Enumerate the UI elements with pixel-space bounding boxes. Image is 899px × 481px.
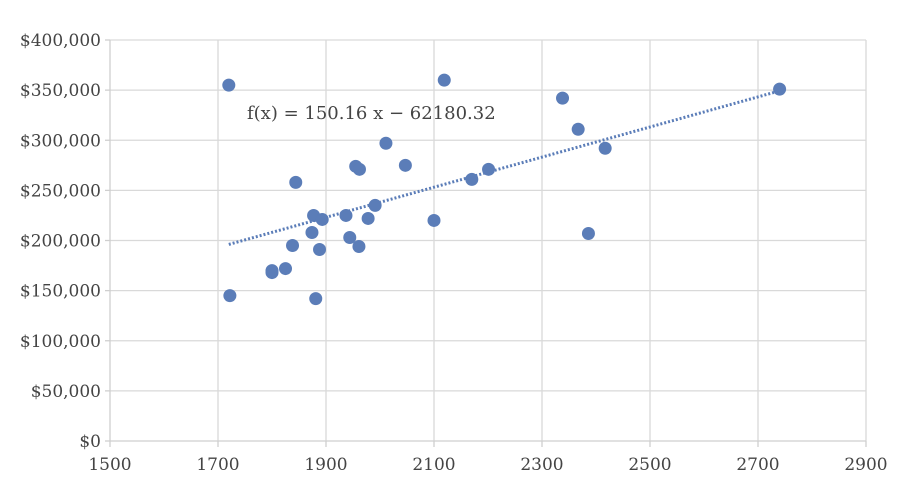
data-point [482, 162, 496, 176]
x-tick-label: 1500 [88, 455, 131, 475]
data-point [286, 239, 300, 253]
data-point [361, 211, 375, 225]
data-point [398, 158, 412, 172]
data-point [352, 240, 366, 254]
data-point [223, 289, 237, 303]
x-axis-tick-labels: 1500 1700 1900 2100 2300 2500 2700 2900 [88, 455, 887, 475]
y-tick-label: $200,000 [20, 232, 101, 252]
data-point [352, 162, 366, 176]
y-tick-label: $400,000 [20, 31, 101, 51]
data-point [313, 243, 327, 257]
axes [105, 39, 867, 447]
data-point [465, 172, 479, 186]
data-point [289, 175, 303, 189]
x-tick-label: 1900 [304, 455, 347, 475]
data-point [339, 208, 353, 222]
x-tick-label: 2700 [736, 455, 779, 475]
y-tick-label: $250,000 [20, 181, 101, 201]
x-tick-label: 2100 [412, 455, 455, 475]
data-point [222, 78, 236, 92]
data-point [368, 198, 382, 212]
x-tick-label: 2900 [844, 455, 887, 475]
data-point [279, 262, 292, 276]
y-tick-label: $150,000 [20, 282, 101, 302]
data-point [427, 213, 441, 227]
trendline [228, 89, 781, 246]
y-axis-tick-labels: $0 $50,000 $100,000 $150,000 $200,000 $250,00… [20, 31, 101, 452]
data-point [581, 226, 595, 240]
data-point [315, 212, 329, 226]
x-tick-label: 1700 [196, 455, 239, 475]
data-point [305, 225, 319, 239]
data-point [379, 136, 393, 150]
data-points [222, 73, 787, 306]
data-point [773, 82, 787, 96]
data-point [343, 230, 357, 244]
data-point [265, 266, 279, 280]
y-tick-label: $100,000 [20, 332, 101, 352]
data-point [309, 292, 323, 306]
trendline-path [228, 89, 781, 246]
data-point [437, 73, 451, 87]
data-point [571, 122, 585, 136]
y-tick-label: $350,000 [20, 81, 101, 101]
y-tick-label: $0 [79, 432, 101, 452]
x-tick-label: 2300 [520, 455, 563, 475]
y-tick-label: $300,000 [20, 131, 101, 151]
grid [110, 39, 867, 441]
x-tick-label: 2500 [628, 455, 671, 475]
data-point [556, 91, 570, 105]
y-tick-label: $50,000 [31, 382, 101, 402]
trendline-equation: f(x) = 150.16 x − 62180.32 [247, 103, 496, 124]
data-point [598, 141, 612, 155]
